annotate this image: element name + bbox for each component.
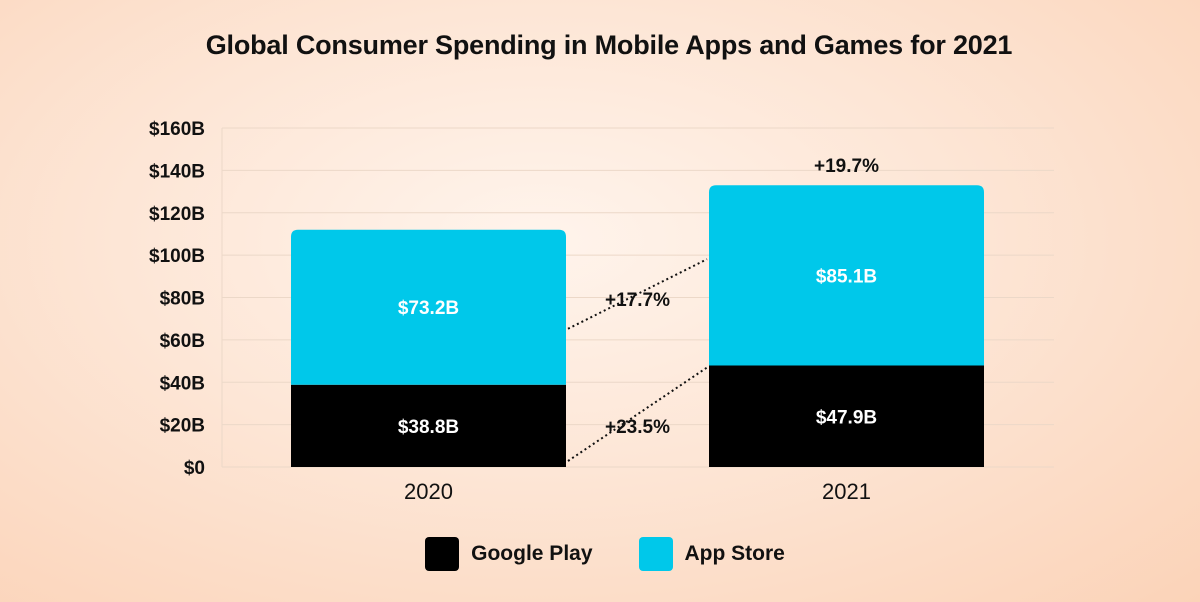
value-label-app-store-2021: $85.1B <box>816 266 877 287</box>
bars <box>291 185 984 467</box>
value-label-google-play-2021: $47.9B <box>816 407 877 428</box>
connector-app-store <box>567 258 708 330</box>
value-label-google-play-2020: $38.8B <box>398 417 459 438</box>
y-tick-label: $60B <box>160 331 205 352</box>
x-category-label-2020: 2020 <box>404 479 453 504</box>
legend: Google Play App Store <box>0 537 1200 571</box>
y-tick-label: $80B <box>160 289 205 310</box>
growth-label-app-store: +17.7% <box>605 290 670 311</box>
bar-segment-google-play-2021 <box>709 365 984 467</box>
y-tick-label: $20B <box>160 416 205 437</box>
legend-label-app-store: App Store <box>684 542 785 565</box>
legend-label-google-play: Google Play <box>471 542 593 565</box>
connector-google-play <box>567 366 708 462</box>
bar-segment-app-store-2020 <box>291 229 566 385</box>
legend-item-google-play: Google Play <box>425 537 593 571</box>
legend-swatch-google-play <box>425 537 460 571</box>
value-label-app-store-2020: $73.2B <box>398 298 459 319</box>
growth-connectors <box>567 258 708 462</box>
y-tick-label: $0 <box>184 458 205 479</box>
y-tick-label: $100B <box>149 246 205 267</box>
y-tick-label: $40B <box>160 373 205 394</box>
chart-title: Global Consumer Spending in Mobile Apps … <box>205 30 1013 60</box>
y-tick-label: $140B <box>149 161 205 182</box>
bar-segment-google-play-2020 <box>291 384 566 467</box>
y-tick-label: $120B <box>149 204 205 225</box>
legend-item-app-store: App Store <box>638 537 785 571</box>
legend-swatch-app-store <box>638 537 673 571</box>
growth-label-total: +19.7% <box>814 156 879 177</box>
y-axis-ticks: $0 $20B $40B $60B $80B $100B $120B $140B $160B <box>149 119 205 479</box>
x-category-label-2021: 2021 <box>822 479 871 504</box>
bar-segment-app-store-2021 <box>709 185 984 366</box>
value-labels: $38.8B $73.2B $47.9B $85.1B +23.5% +17.7% +19.… <box>398 156 879 438</box>
growth-label-google-play: +23.5% <box>605 417 670 438</box>
y-tick-label: $160B <box>149 119 205 140</box>
x-axis-categories: 2020 2021 <box>404 479 871 504</box>
